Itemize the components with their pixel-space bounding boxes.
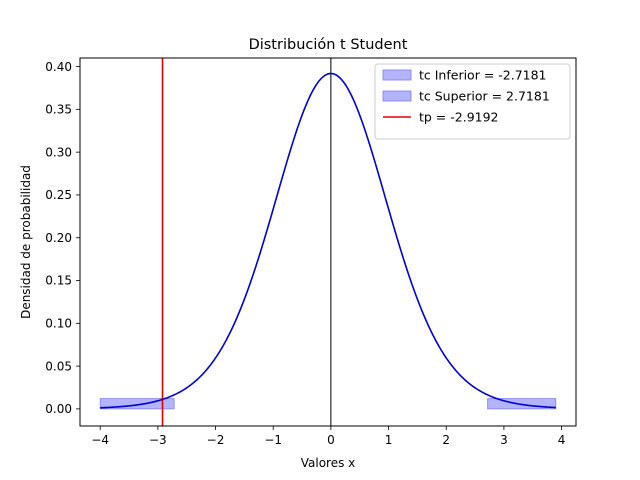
x-tick-label: −2 bbox=[207, 433, 225, 447]
y-tick-label: 0.05 bbox=[45, 359, 72, 373]
y-tick-label: 0.20 bbox=[45, 231, 72, 245]
y-tick-label: 0.00 bbox=[45, 402, 72, 416]
x-tick-label: 1 bbox=[385, 433, 393, 447]
legend-label: tc Superior = 2.7181 bbox=[419, 89, 550, 104]
legend-label: tc Inferior = -2.7181 bbox=[419, 68, 547, 83]
y-tick-label: 0.30 bbox=[45, 145, 72, 159]
x-tick-label: 3 bbox=[500, 433, 508, 447]
legend-swatch bbox=[382, 90, 412, 102]
y-tick-label: 0.40 bbox=[45, 60, 72, 74]
axes-frame bbox=[79, 57, 577, 427]
plot-area bbox=[99, 58, 557, 426]
chart-title: Distribución t Student bbox=[249, 37, 408, 53]
legend: tc Inferior = -2.7181 tc Superior = 2.718… bbox=[374, 63, 571, 140]
y-tick-label: 0.15 bbox=[45, 274, 72, 288]
x-tick-label: −3 bbox=[149, 433, 167, 447]
y-tick-label: 0.10 bbox=[45, 317, 72, 331]
density-curve bbox=[100, 72, 556, 409]
y-tick-label: 0.35 bbox=[45, 103, 72, 117]
x-tick-label: −1 bbox=[264, 433, 282, 447]
axis-ticks: −4 −3 −2 −1 0 1 2 3 4 0.00 0.05 0.10 0.15 0.20 0.25 0.3… bbox=[45, 60, 565, 447]
y-axis-label: Densidad de probabilidad bbox=[19, 165, 33, 319]
legend-swatch bbox=[382, 69, 412, 81]
x-axis-label: Valores x bbox=[301, 456, 356, 470]
x-tick-label: 4 bbox=[558, 433, 566, 447]
x-tick-label: 2 bbox=[442, 433, 450, 447]
legend-box bbox=[374, 63, 571, 140]
shaded-region-lower bbox=[99, 398, 175, 410]
y-tick-label: 0.25 bbox=[45, 188, 72, 202]
x-tick-label: 0 bbox=[327, 433, 335, 447]
legend-label: tp = -2.9192 bbox=[419, 110, 499, 125]
x-tick-label: −4 bbox=[91, 433, 109, 447]
